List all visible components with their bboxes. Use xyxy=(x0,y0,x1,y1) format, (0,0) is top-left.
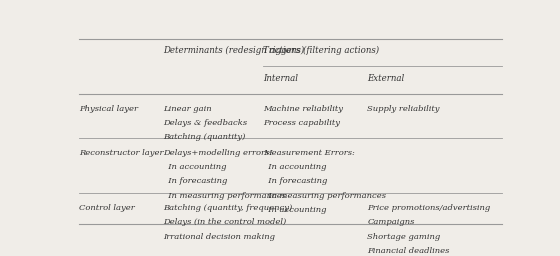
Text: Shortage gaming: Shortage gaming xyxy=(367,232,441,241)
Text: Internal: Internal xyxy=(263,73,298,82)
Text: Price promotions/advertising: Price promotions/advertising xyxy=(367,204,491,212)
Text: Process capability: Process capability xyxy=(263,119,340,127)
Text: Batching (quantity, frequency): Batching (quantity, frequency) xyxy=(164,204,292,212)
Text: Delays+modelling errors:: Delays+modelling errors: xyxy=(164,149,272,157)
Text: Supply reliability: Supply reliability xyxy=(367,105,440,113)
Text: In forecasting: In forecasting xyxy=(263,177,328,185)
Text: In accounting: In accounting xyxy=(164,163,227,171)
Text: In accounting: In accounting xyxy=(263,163,326,171)
Text: Delays (in the control model): Delays (in the control model) xyxy=(164,218,287,226)
Text: Determinants (redesign actions): Determinants (redesign actions) xyxy=(164,46,305,55)
Text: Irrational decision making: Irrational decision making xyxy=(164,232,276,241)
Text: Linear gain: Linear gain xyxy=(164,105,212,113)
Text: Machine reliability: Machine reliability xyxy=(263,105,343,113)
Text: Batching (quantity): Batching (quantity) xyxy=(164,133,246,141)
Text: Reconstructor layer: Reconstructor layer xyxy=(78,149,163,157)
Text: In accounting: In accounting xyxy=(263,206,326,214)
Text: Control layer: Control layer xyxy=(78,204,134,212)
Text: In forecasting: In forecasting xyxy=(164,177,228,185)
Text: Campaigns: Campaigns xyxy=(367,218,414,226)
Text: Measurement Errors:: Measurement Errors: xyxy=(263,149,355,157)
Text: In measuring performances: In measuring performances xyxy=(164,191,286,200)
Text: Delays & feedbacks: Delays & feedbacks xyxy=(164,119,248,127)
Text: Physical layer: Physical layer xyxy=(78,105,138,113)
Text: Financial deadlines: Financial deadlines xyxy=(367,247,450,255)
Text: In measuring performances: In measuring performances xyxy=(263,191,386,200)
Text: Triggers (filtering actions): Triggers (filtering actions) xyxy=(263,46,379,55)
Text: External: External xyxy=(367,73,404,82)
